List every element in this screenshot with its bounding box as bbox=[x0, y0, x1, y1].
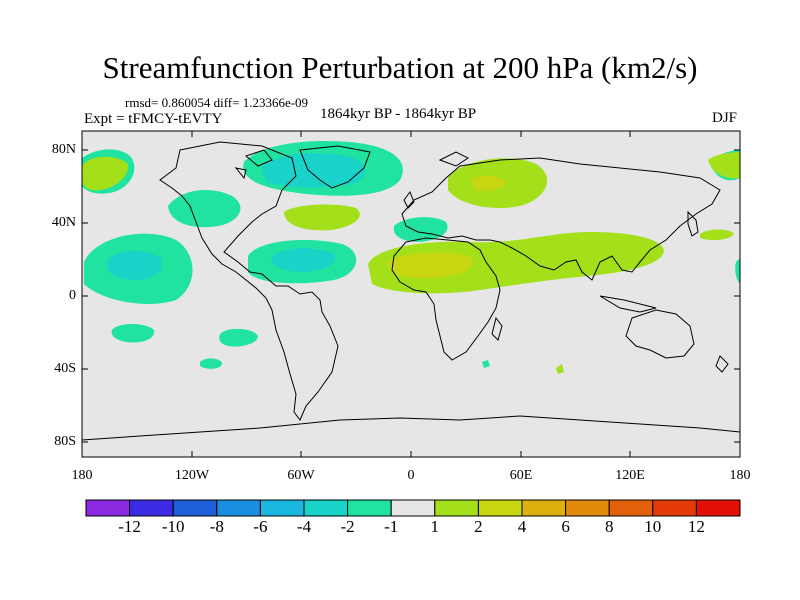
experiment-label: Expt = tFMCY-tEVTY bbox=[84, 111, 223, 127]
colorbar-label-3: -6 bbox=[253, 517, 268, 536]
contour-neg2-atlantic bbox=[271, 248, 336, 272]
ytick-label-0: 0 bbox=[69, 288, 76, 303]
coast-north-america bbox=[159, 141, 339, 421]
coast-greenland bbox=[299, 145, 371, 189]
coast-eurasia bbox=[401, 157, 721, 281]
colorbar-swatch-6 bbox=[347, 499, 392, 517]
ytick-label-80s: 80S bbox=[54, 434, 76, 449]
colorbar-swatch-5 bbox=[303, 499, 349, 517]
colorbar-label-4: -4 bbox=[296, 517, 312, 536]
coast-africa bbox=[391, 237, 501, 361]
colorbar-label-10: 6 bbox=[561, 517, 570, 536]
coast-japan bbox=[687, 210, 699, 237]
contour-pos-east-pacific bbox=[708, 152, 740, 179]
colorbar-label-0: -12 bbox=[118, 517, 141, 536]
coast-antarctica bbox=[82, 415, 740, 441]
ytick-label-40n: 40N bbox=[51, 215, 76, 230]
contour-neg-south-pacific-1 bbox=[111, 324, 155, 343]
colorbar-label-2: -8 bbox=[209, 517, 224, 536]
xtick-label-0: 0 bbox=[407, 468, 415, 483]
colorbar-swatch-0 bbox=[85, 499, 131, 517]
colorbar-swatch-2 bbox=[172, 499, 218, 517]
colorbar-swatch-4 bbox=[259, 499, 305, 517]
colorbar-label-8: 2 bbox=[474, 517, 483, 536]
colorbar-swatch-3 bbox=[216, 499, 261, 517]
contour-pos-north-pacific bbox=[82, 156, 129, 191]
ytick-label-80n: 80N bbox=[51, 142, 76, 157]
ytick-label-40s: 40S bbox=[54, 361, 76, 376]
contour-neg-south-pacific-2 bbox=[219, 328, 258, 347]
contour-neg-west-pacific-edge bbox=[735, 258, 740, 284]
contour-neg-north-america bbox=[168, 190, 241, 228]
contour-neg2-central-pacific bbox=[107, 250, 162, 280]
colorbar-label-11: 8 bbox=[604, 517, 614, 536]
stats-text: rmsd= 0.860054 diff= 1.23366e-09 bbox=[125, 95, 309, 110]
contour-pos-north-atlantic bbox=[284, 204, 360, 231]
colorbar-swatch-13 bbox=[652, 499, 697, 517]
colorbar-swatch-10 bbox=[521, 499, 567, 517]
contour-pos-west-pacific-tail bbox=[700, 229, 734, 241]
colorbar-label-7: 1 bbox=[430, 517, 440, 536]
axis-ticks bbox=[81, 131, 741, 457]
coast-madagascar bbox=[491, 316, 503, 341]
colorbar-swatch-14 bbox=[695, 499, 741, 517]
coast-new-zealand bbox=[715, 355, 729, 373]
contour-pos2-sahara bbox=[387, 252, 474, 279]
contour-pos-africa-asia-band bbox=[368, 232, 664, 294]
colorbar-label-9: 4 bbox=[517, 517, 527, 536]
colorbar-swatch-11 bbox=[565, 499, 610, 517]
colorbar-swatch-7 bbox=[390, 499, 436, 517]
xtick-label-180e: 180 bbox=[729, 468, 751, 483]
coast-indonesia bbox=[599, 295, 657, 313]
contour-neg-south-pacific-3 bbox=[200, 358, 222, 369]
colorbar-swatch-12 bbox=[608, 499, 654, 517]
chart-title: Streamfunction Perturbation at 200 hPa (… bbox=[102, 50, 698, 85]
coast-australia bbox=[625, 309, 695, 359]
colorbar-label-12: 10 bbox=[644, 517, 662, 536]
colorbar-label-1: -10 bbox=[161, 517, 185, 536]
coast-uk bbox=[403, 190, 415, 209]
contour-neg-indian-ocean-dot bbox=[482, 360, 490, 368]
colorbar-swatch-9 bbox=[477, 499, 523, 517]
contour-neg2-greenland bbox=[262, 153, 366, 188]
xtick-label-180w: 180 bbox=[71, 468, 93, 483]
colorbar-label-13: 12 bbox=[687, 517, 705, 536]
contour-neg-mediterranean bbox=[393, 217, 448, 242]
map-background bbox=[82, 131, 740, 457]
contour-fields bbox=[82, 140, 740, 441]
xtick-label-120w: 120W bbox=[174, 468, 210, 483]
coastlines bbox=[82, 141, 740, 441]
contour-pos-indian-dot bbox=[556, 364, 564, 374]
colorbar-swatch-8 bbox=[434, 499, 479, 517]
colorbar-label-5: -2 bbox=[340, 517, 355, 536]
xtick-label-120e: 120E bbox=[615, 468, 645, 483]
colorbar-label-6: -1 bbox=[384, 517, 399, 536]
xtick-label-60e: 60E bbox=[509, 468, 533, 483]
coast-arctic-islands bbox=[234, 149, 469, 180]
colorbar bbox=[85, 499, 741, 517]
period-label: 1864kyr BP - 1864kyr BP bbox=[320, 106, 477, 122]
season-label: DJF bbox=[712, 110, 738, 126]
contour-pos2-siberia bbox=[470, 175, 506, 191]
colorbar-swatch-1 bbox=[129, 499, 174, 517]
xtick-label-60w: 60W bbox=[287, 468, 315, 483]
